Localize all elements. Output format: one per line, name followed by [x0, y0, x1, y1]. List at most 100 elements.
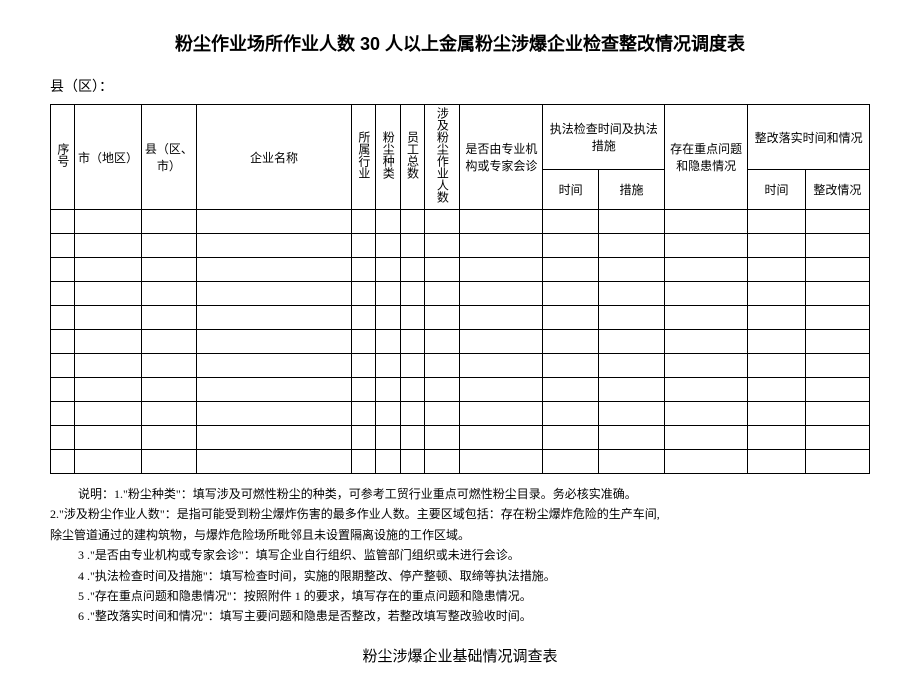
table-cell: [51, 258, 75, 282]
table-cell: [400, 306, 424, 330]
header-inspection-group: 执法检查时间及执法措施: [543, 105, 665, 170]
table-body: [51, 210, 870, 474]
table-cell: [805, 306, 869, 330]
table-cell: [460, 426, 543, 450]
page-title: 粉尘作业场所作业人数 30 人以上金属粉尘涉爆企业检查整改情况调度表: [50, 30, 870, 56]
note-4: 4 ."执法检查时间及措施"：填写检查时间，实施的限期整改、停产整顿、取缔等执法…: [50, 566, 870, 586]
table-cell: [748, 330, 806, 354]
table-cell: [665, 210, 748, 234]
table-cell: [543, 426, 598, 450]
header-rectify-group: 整改落实时间和情况: [748, 105, 870, 170]
table-cell: [197, 402, 352, 426]
table-cell: [425, 210, 460, 234]
table-cell: [748, 450, 806, 474]
table-cell: [425, 282, 460, 306]
table-cell: [376, 306, 400, 330]
table-cell: [543, 378, 598, 402]
table-cell: [543, 234, 598, 258]
table-cell: [425, 402, 460, 426]
table-cell: [748, 234, 806, 258]
table-cell: [352, 282, 376, 306]
table-cell: [460, 306, 543, 330]
note-3: 3 ."是否由专业机构或专家会诊"：填写企业自行组织、监管部门组织或未进行会诊。: [50, 545, 870, 565]
table-cell: [141, 330, 196, 354]
header-issues: 存在重点问题和隐患情况: [665, 105, 748, 210]
table-cell: [75, 378, 141, 402]
table-cell: [400, 402, 424, 426]
table-cell: [598, 450, 664, 474]
table-cell: [352, 306, 376, 330]
table-cell: [197, 258, 352, 282]
table-cell: [141, 378, 196, 402]
table-row: [51, 402, 870, 426]
table-cell: [748, 306, 806, 330]
header-rectify-status: 整改情况: [805, 170, 869, 210]
table-cell: [141, 258, 196, 282]
header-inspect-time: 时间: [543, 170, 598, 210]
table-cell: [543, 330, 598, 354]
table-cell: [425, 426, 460, 450]
table-cell: [141, 306, 196, 330]
table-cell: [543, 402, 598, 426]
table-cell: [805, 354, 869, 378]
table-cell: [805, 450, 869, 474]
table-cell: [805, 426, 869, 450]
table-cell: [425, 234, 460, 258]
table-cell: [376, 402, 400, 426]
table-row: [51, 426, 870, 450]
header-expert: 是否由专业机构或专家会诊: [460, 105, 543, 210]
header-dust-workers: 涉及粉尘作业人数: [425, 105, 460, 210]
table-cell: [460, 330, 543, 354]
table-cell: [598, 306, 664, 330]
table-cell: [141, 402, 196, 426]
table-cell: [543, 210, 598, 234]
table-cell: [805, 282, 869, 306]
table-cell: [400, 354, 424, 378]
table-cell: [51, 282, 75, 306]
table-cell: [400, 234, 424, 258]
table-cell: [352, 330, 376, 354]
table-cell: [665, 402, 748, 426]
table-cell: [400, 210, 424, 234]
table-cell: [352, 402, 376, 426]
table-cell: [460, 234, 543, 258]
table-cell: [51, 354, 75, 378]
table-cell: [748, 282, 806, 306]
table-cell: [51, 378, 75, 402]
table-cell: [598, 330, 664, 354]
table-cell: [748, 258, 806, 282]
table-cell: [197, 378, 352, 402]
table-cell: [598, 234, 664, 258]
table-cell: [197, 210, 352, 234]
table-cell: [543, 306, 598, 330]
table-cell: [598, 210, 664, 234]
table-cell: [75, 258, 141, 282]
table-cell: [376, 354, 400, 378]
table-cell: [352, 426, 376, 450]
notes-section: 说明：1."粉尘种类"：填写涉及可燃性粉尘的种类，可参考工贸行业重点可燃性粉尘目…: [50, 484, 870, 627]
table-cell: [748, 210, 806, 234]
table-cell: [352, 210, 376, 234]
table-cell: [352, 450, 376, 474]
table-cell: [425, 354, 460, 378]
table-cell: [460, 210, 543, 234]
table-cell: [748, 402, 806, 426]
table-cell: [805, 378, 869, 402]
table-cell: [460, 378, 543, 402]
table-cell: [376, 282, 400, 306]
table-cell: [665, 282, 748, 306]
table-cell: [51, 450, 75, 474]
note-2a: 2."涉及粉尘作业人数"：是指可能受到粉尘爆炸伤害的最多作业人数。主要区域包括：…: [50, 504, 870, 524]
table-cell: [352, 258, 376, 282]
table-cell: [352, 234, 376, 258]
table-cell: [197, 354, 352, 378]
header-county: 县（区、市）: [141, 105, 196, 210]
table-cell: [805, 258, 869, 282]
table-cell: [141, 426, 196, 450]
note-1: 说明：1."粉尘种类"：填写涉及可燃性粉尘的种类，可参考工贸行业重点可燃性粉尘目…: [50, 484, 870, 504]
table-cell: [460, 402, 543, 426]
table-row: [51, 306, 870, 330]
table-cell: [141, 210, 196, 234]
table-cell: [543, 282, 598, 306]
table-cell: [425, 378, 460, 402]
